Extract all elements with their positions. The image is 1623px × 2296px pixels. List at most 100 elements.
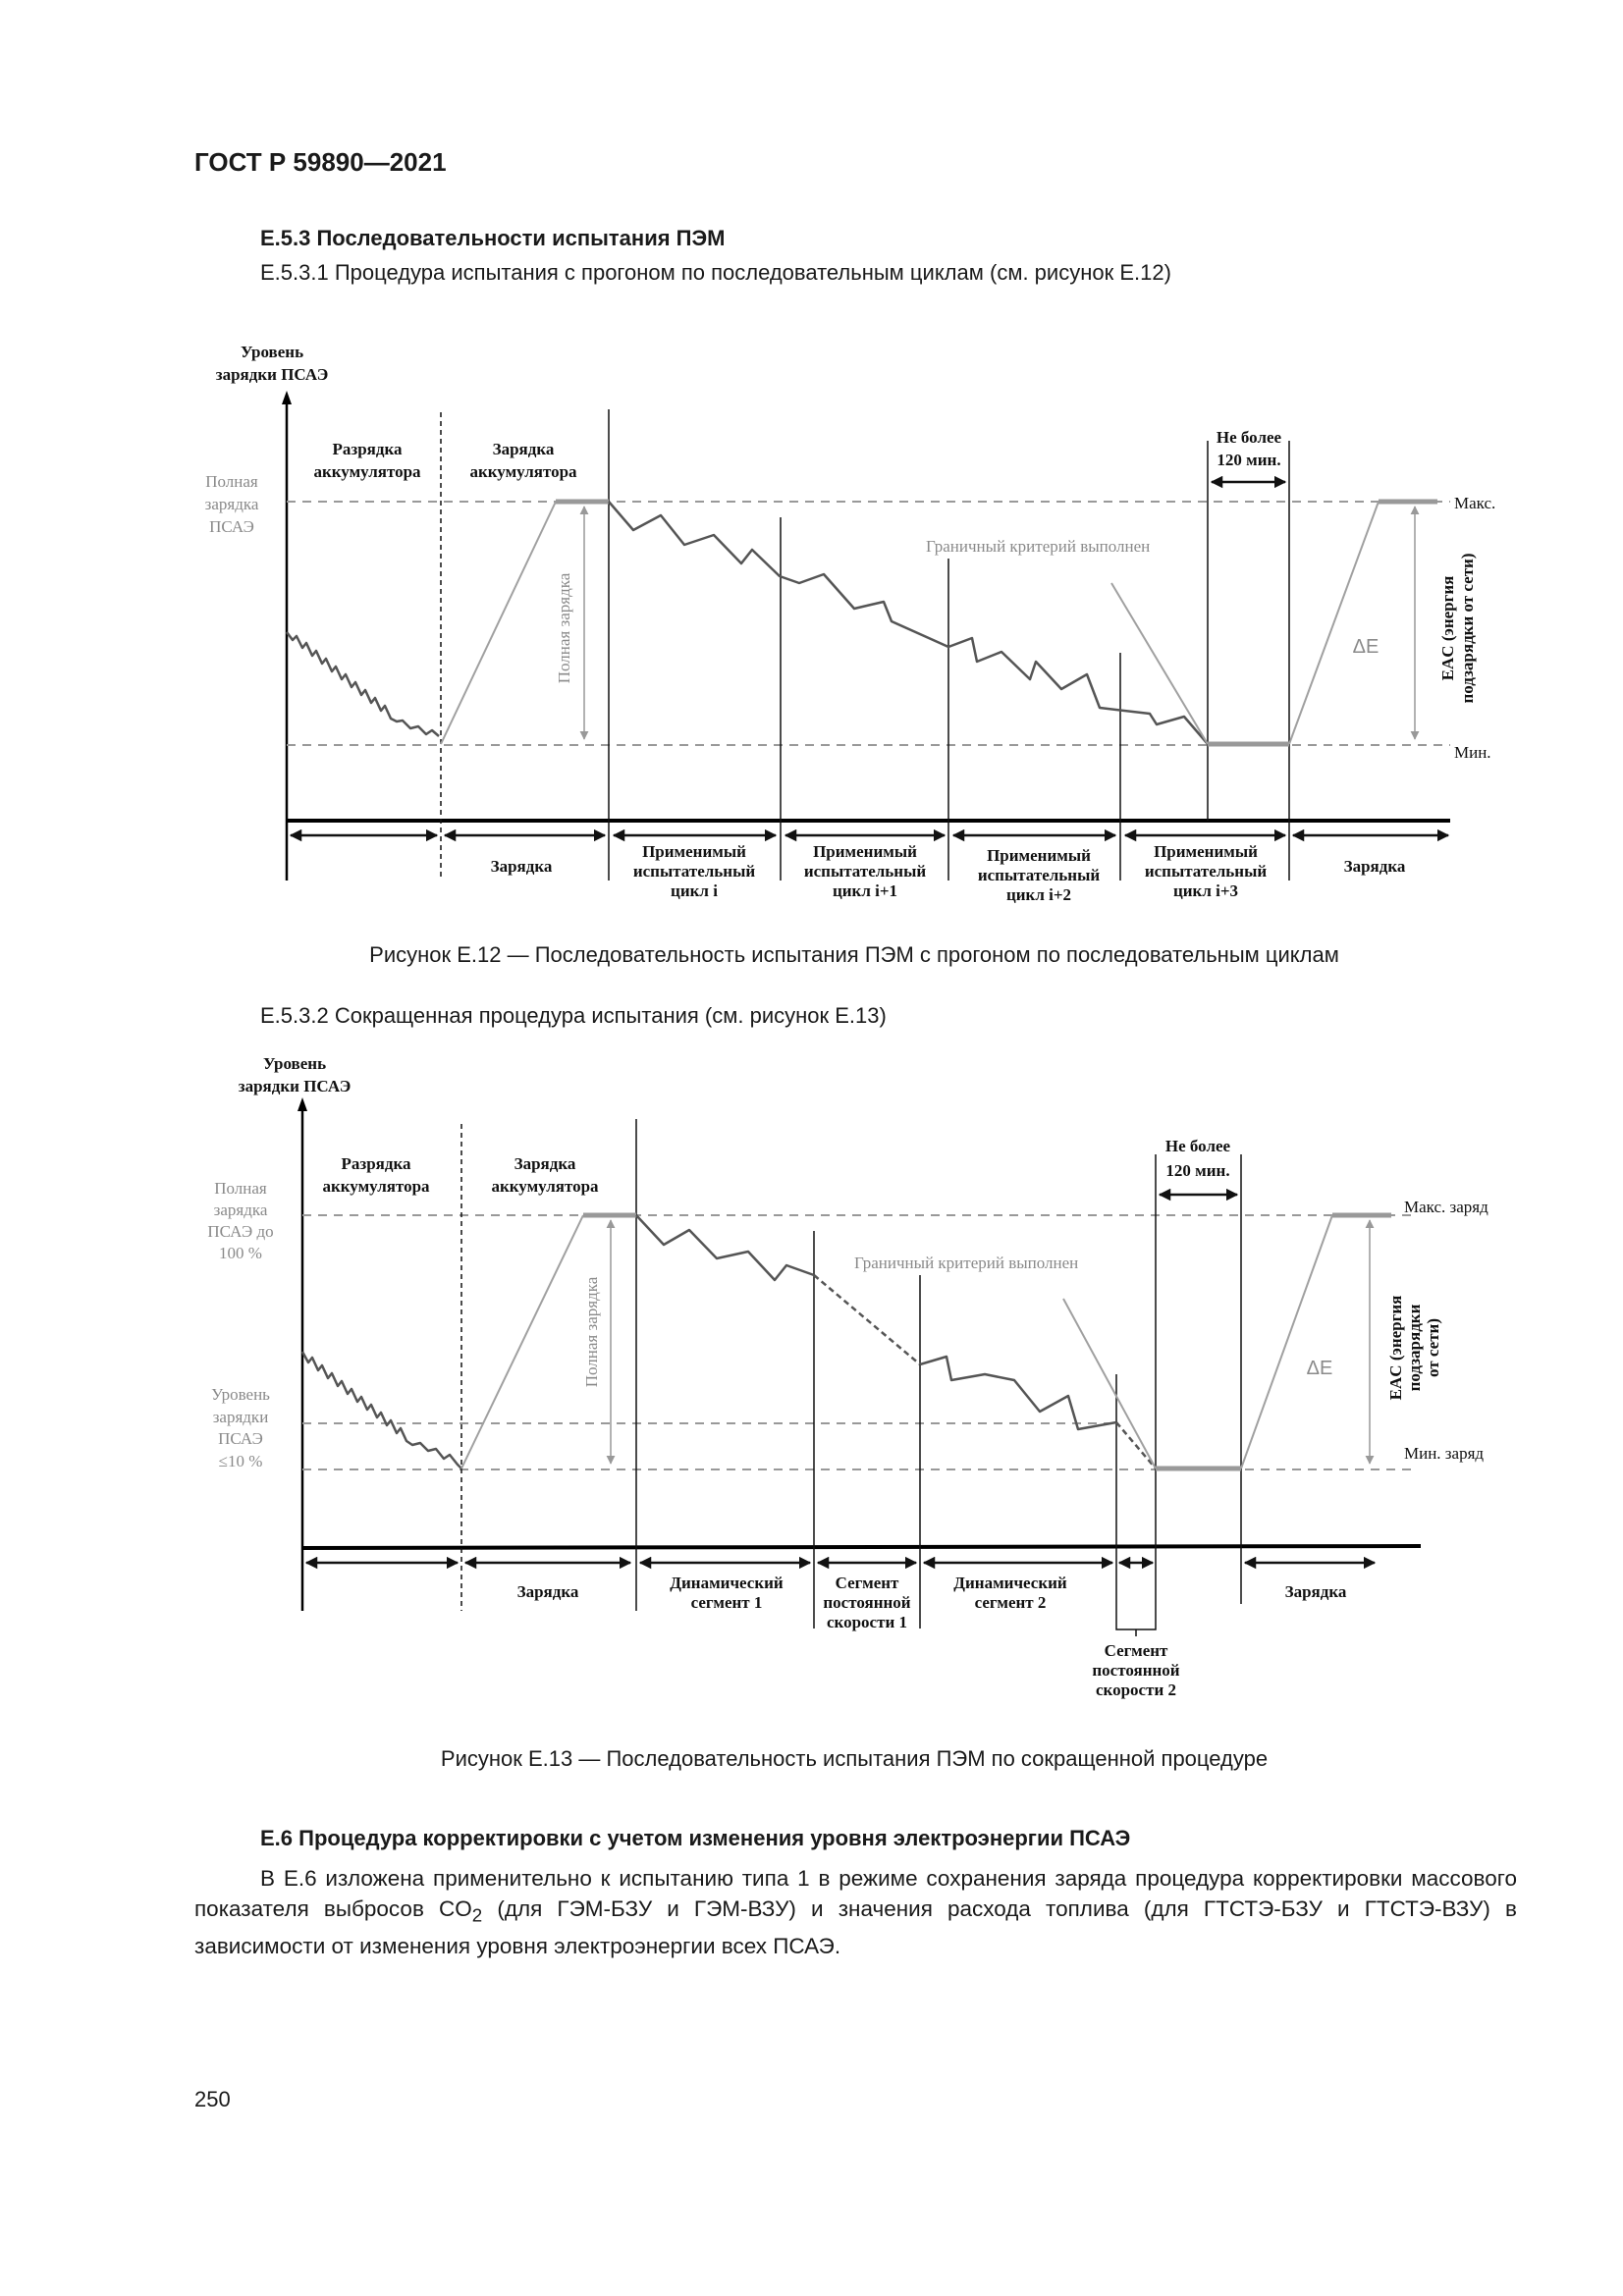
- segment-label-cycle-i: цикл i: [671, 881, 718, 900]
- segment-label-cycle-i: Применимый: [642, 842, 746, 861]
- segment-label-cycle-i3: испытательный: [1145, 862, 1268, 881]
- full-charge-label: Полная: [205, 472, 258, 491]
- segment-label-const-2: скорости 2: [1096, 1681, 1176, 1699]
- figure-e13-caption: Рисунок Е.13 — Последовательность испыта…: [440, 1746, 1269, 1771]
- segment-label-dynamic-1: Динамический: [670, 1574, 784, 1592]
- test-cycles-curve: [608, 501, 1209, 745]
- eac-label: от сети): [1424, 1318, 1442, 1377]
- section-heading-e6: Е.6 Процедура корректировки с учетом изм…: [260, 1826, 1131, 1850]
- eac-label: подзарядки от сети): [1458, 553, 1477, 703]
- const-speed-1-curve: [813, 1274, 921, 1365]
- segment-label-charging-end: Зарядка: [1344, 857, 1406, 876]
- time-limit-label: 120 мин.: [1217, 451, 1280, 469]
- charge-curve: [460, 1214, 584, 1469]
- boundary-criterion-label: Граничный критерий выполнен: [926, 537, 1150, 556]
- segment-label-charging: Зарядка: [491, 857, 553, 876]
- full-charge-label: 100 %: [219, 1244, 262, 1262]
- eac-label: EAC (энергия: [1438, 576, 1457, 681]
- segment-label-cycle-i1: испытательный: [804, 862, 927, 881]
- recharge-curve: [1288, 501, 1380, 745]
- const-speed-2-bracket: [1115, 1622, 1157, 1636]
- segment-label-charging-end: Зарядка: [1285, 1582, 1347, 1601]
- y-axis-arrow-icon: [298, 1097, 307, 1111]
- segment-label-const-1: Сегмент: [836, 1574, 899, 1592]
- discharge-curve: [300, 1351, 462, 1469]
- segment-label-const-1: скорости 1: [827, 1613, 907, 1631]
- low-charge-label: Уровень: [211, 1385, 270, 1404]
- charge-label: Зарядка: [493, 440, 555, 458]
- const-speed-2-curve: [1115, 1421, 1157, 1469]
- min-label: Мин.: [1454, 743, 1491, 762]
- charge-label: аккумулятора: [469, 462, 577, 481]
- segment-label-dynamic-1: сегмент 1: [691, 1593, 763, 1612]
- discharge-label: аккумулятора: [313, 462, 421, 481]
- dynamic-segment-2-curve: [919, 1355, 1117, 1431]
- segment-label-cycle-i: испытательный: [633, 862, 756, 881]
- y-axis-label: зарядки ПСАЭ: [239, 1077, 351, 1095]
- segment-label-const-2: постоянной: [1092, 1661, 1179, 1680]
- low-charge-label: ≤10 %: [219, 1452, 263, 1470]
- segment-label-const-1: постоянной: [823, 1593, 910, 1612]
- full-charge-label: ПСАЭ до: [207, 1222, 273, 1241]
- paragraph-text-cont: (для ГЭМ-БЗУ и ГЭМ-ВЗУ) и значения расхо…: [194, 1896, 1517, 1958]
- y-axis-label: Уровень: [241, 343, 303, 361]
- figure-e13: Уровень зарядки ПСАЭ Полная зарядка EAC …: [207, 1054, 1488, 1699]
- y-axis-label: зарядки ПСАЭ: [216, 365, 328, 384]
- segment-label-cycle-i2: Применимый: [987, 846, 1091, 865]
- subsection-e532: Е.5.3.2 Сокращенная процедура испытания …: [260, 1003, 887, 1028]
- charge-curve: [440, 501, 557, 745]
- full-charge-vertical-label: Полная зарядка: [582, 1276, 601, 1387]
- segment-label-dynamic-2: сегмент 2: [975, 1593, 1047, 1612]
- max-label: Макс. заряд: [1404, 1198, 1488, 1216]
- figure-e12: Уровень зарядки ПСАЭ Полная зарядка EAC …: [205, 343, 1496, 904]
- full-charge-vertical-label: Полная зарядка: [555, 572, 573, 683]
- low-charge-label: зарядки: [213, 1408, 269, 1426]
- full-charge-label: Полная: [214, 1179, 267, 1198]
- charge-label: аккумулятора: [491, 1177, 599, 1196]
- full-charge-label: зарядка: [214, 1201, 268, 1219]
- boundary-criterion-line: [1110, 582, 1209, 745]
- document-header: ГОСТ Р 59890—2021: [194, 147, 447, 177]
- delta-e-label: ΔE: [1353, 636, 1380, 658]
- segment-label-cycle-i3: цикл i+3: [1173, 881, 1238, 900]
- full-charge-label: ПСАЭ: [209, 517, 254, 536]
- section-e6-paragraph: В Е.6 изложена применительно к испытанию…: [194, 1863, 1517, 1961]
- min-label: Мин. заряд: [1404, 1444, 1484, 1463]
- discharge-label: Разрядка: [332, 440, 403, 458]
- dynamic-segment-1-curve: [635, 1214, 815, 1282]
- segment-label-cycle-i1: Применимый: [813, 842, 917, 861]
- recharge-curve: [1240, 1214, 1333, 1469]
- segment-label-const-2: Сегмент: [1105, 1641, 1168, 1660]
- paragraph-text: В Е.6 изложена применительно к испытанию…: [194, 1866, 1517, 1921]
- segment-label-cycle-i3: Применимый: [1154, 842, 1258, 861]
- delta-e-label: ΔE: [1307, 1358, 1333, 1379]
- eac-label: EAC (энергия: [1386, 1296, 1405, 1401]
- y-axis-arrow-icon: [282, 391, 292, 404]
- boundary-criterion-line: [1062, 1298, 1157, 1469]
- segment-label-cycle-i1: цикл i+1: [833, 881, 897, 900]
- segment-label-cycle-i2: цикл i+2: [1006, 885, 1071, 904]
- time-limit-label: 120 мин.: [1165, 1161, 1229, 1180]
- full-charge-label: зарядка: [205, 495, 259, 513]
- time-limit-label: Не более: [1217, 428, 1282, 447]
- boundary-criterion-label: Граничный критерий выполнен: [854, 1254, 1078, 1272]
- segment-label-dynamic-2: Динамический: [953, 1574, 1067, 1592]
- low-charge-label: ПСАЭ: [218, 1429, 263, 1448]
- segment-label-cycle-i2: испытательный: [978, 866, 1101, 884]
- section-heading-e53: Е.5.3 Последовательности испытания ПЭМ: [260, 226, 726, 250]
- discharge-label: аккумулятора: [322, 1177, 430, 1196]
- page-number: 250: [194, 2087, 231, 2111]
- subsection-e531: Е.5.3.1 Процедура испытания с прогоном п…: [260, 260, 1171, 285]
- figure-e12-caption: Рисунок Е.12 — Последовательность испыта…: [369, 942, 1339, 967]
- charge-label: Зарядка: [514, 1154, 576, 1173]
- x-axis: [301, 1544, 1422, 1550]
- max-label: Макс.: [1454, 494, 1495, 512]
- segment-label-charging: Зарядка: [517, 1582, 579, 1601]
- eac-label: подзарядки: [1405, 1304, 1424, 1391]
- y-axis-label: Уровень: [263, 1054, 326, 1073]
- time-limit-label: Не более: [1165, 1137, 1231, 1155]
- discharge-label: Разрядка: [341, 1154, 411, 1173]
- discharge-curve: [286, 631, 440, 737]
- co2-subscript: 2: [471, 1904, 483, 1926]
